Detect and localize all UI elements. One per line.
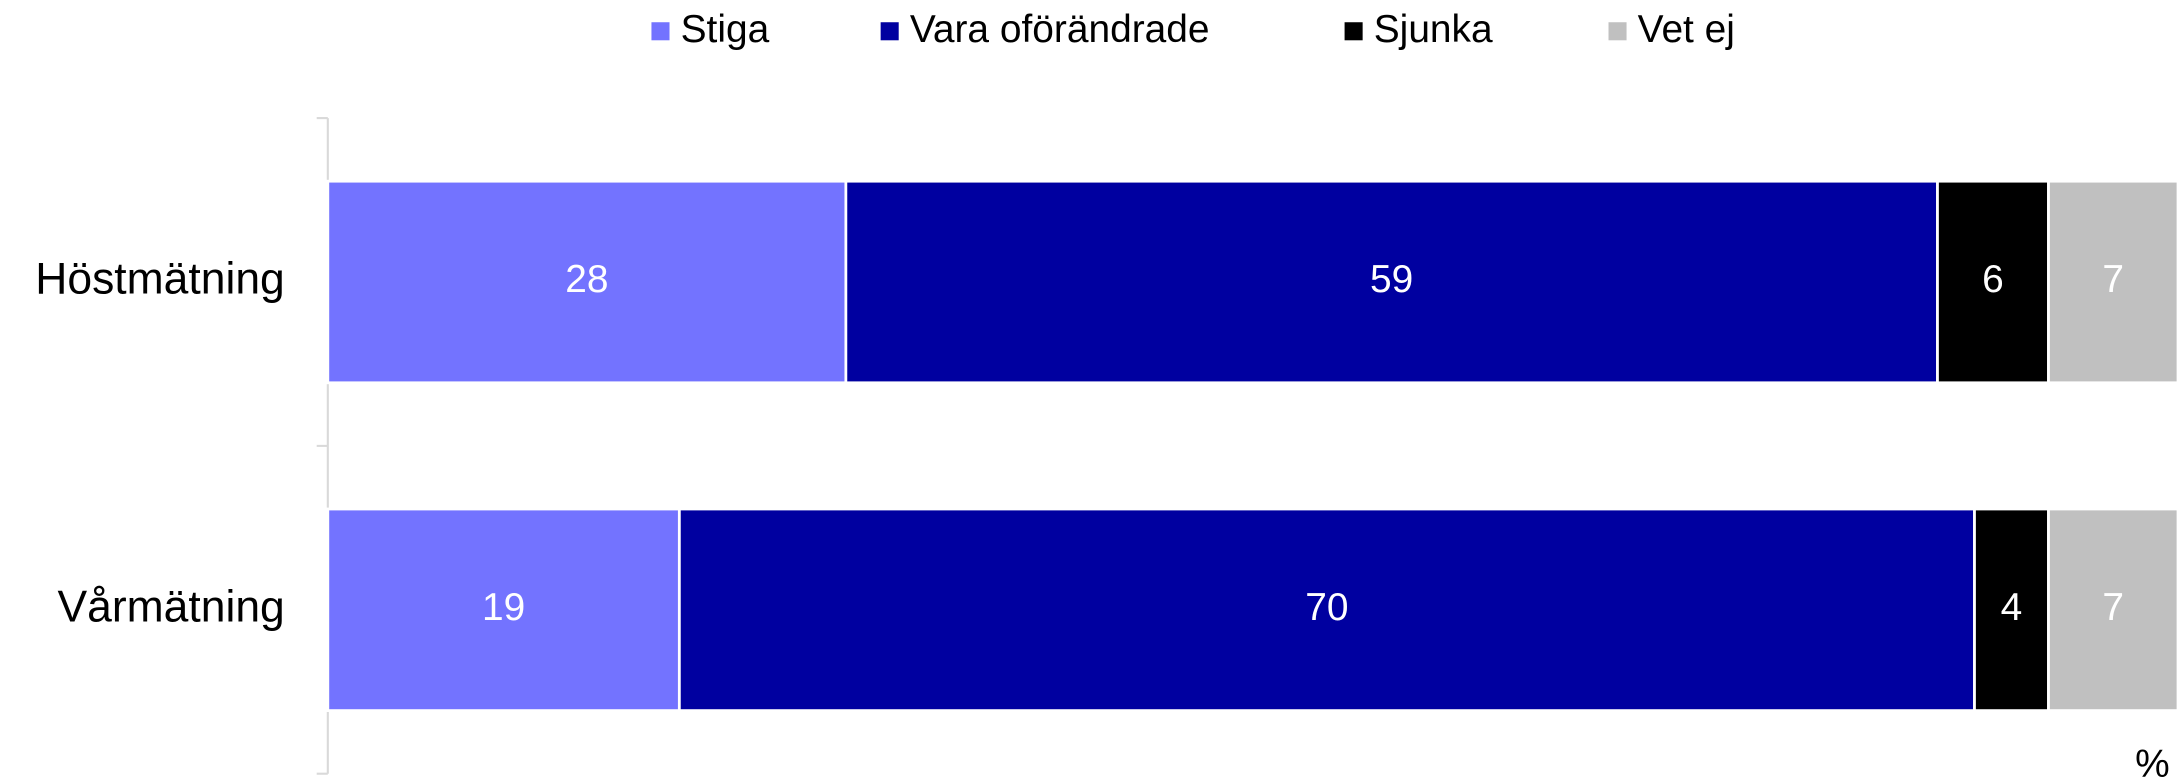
legend-label: Stiga xyxy=(681,8,770,51)
data-label: 59 xyxy=(1370,258,1413,301)
data-label: 28 xyxy=(565,258,608,301)
legend-swatch xyxy=(880,22,899,41)
legend-swatch xyxy=(1608,22,1627,41)
bar-segment xyxy=(1973,507,2050,712)
legend-label: Sjunka xyxy=(1374,8,1493,51)
data-label: 4 xyxy=(2001,586,2023,629)
bar-segment xyxy=(2047,507,2178,712)
legend-swatch xyxy=(1344,22,1363,41)
data-label: 70 xyxy=(1305,586,1348,629)
bar-segment xyxy=(844,179,1939,385)
data-label: 7 xyxy=(2102,586,2124,629)
y-tick-label: Höstmätning xyxy=(35,255,284,304)
bar-segment xyxy=(1936,179,2050,385)
x-axis-label: % xyxy=(2135,743,2170,784)
data-label: 6 xyxy=(1982,258,2004,301)
legend-label: Vet ej xyxy=(1638,8,1735,51)
y-tick-label: Vårmätning xyxy=(58,583,285,632)
data-label: 7 xyxy=(2102,258,2124,301)
bar-segment xyxy=(326,179,848,385)
bar-segment xyxy=(2047,179,2178,385)
legend-label: Vara oförändrade xyxy=(910,8,1210,51)
legend-swatch xyxy=(651,22,670,41)
data-label: 19 xyxy=(482,586,525,629)
